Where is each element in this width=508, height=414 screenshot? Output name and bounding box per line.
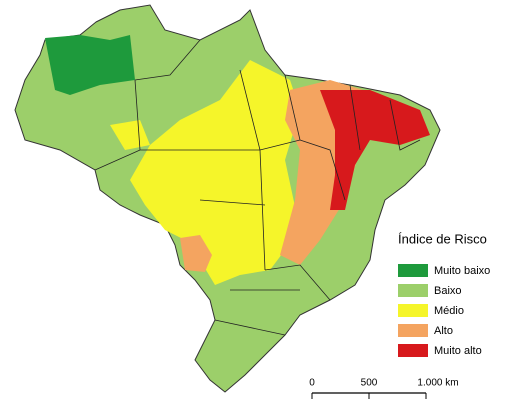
country xyxy=(14,4,441,393)
legend-label: Muito alto xyxy=(434,345,482,357)
legend-swatch xyxy=(398,344,428,357)
legend-label: Médio xyxy=(434,305,464,317)
region-alto xyxy=(180,235,212,272)
legend: Muito baixo Baixo Médio Alto Muito alto xyxy=(398,264,490,357)
scale-bar: 0 500 1.000 km xyxy=(309,378,459,399)
state-border xyxy=(94,39,421,336)
legend-title: Índice de Risco xyxy=(398,231,487,246)
legend-swatch xyxy=(398,264,428,277)
legend-swatch xyxy=(398,304,428,317)
scale-label: 1.000 km xyxy=(417,378,458,389)
region-muito-baixo xyxy=(45,35,135,95)
legend-label: Alto xyxy=(434,325,453,337)
legend-swatch xyxy=(398,284,428,297)
region-muito-alto xyxy=(320,90,430,210)
scale-label: 500 xyxy=(361,378,378,389)
legend-swatch xyxy=(398,324,428,337)
region-medio xyxy=(110,120,150,150)
legend-label: Baixo xyxy=(434,285,462,297)
region-medio xyxy=(130,60,300,285)
legend-label: Muito baixo xyxy=(434,265,490,277)
scale-label: 0 xyxy=(309,378,315,389)
